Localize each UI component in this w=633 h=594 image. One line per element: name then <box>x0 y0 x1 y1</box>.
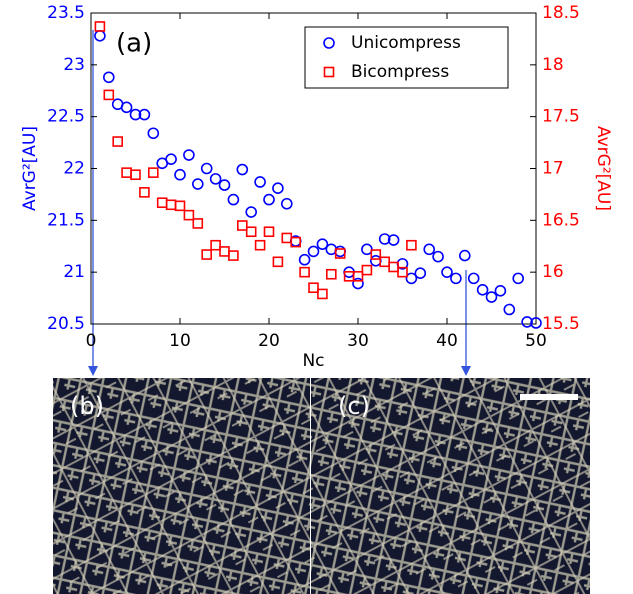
y2-axis-label: AvrG²[AU] <box>593 126 613 211</box>
marker-square <box>104 90 113 99</box>
marker-circle <box>264 195 274 205</box>
marker-circle <box>237 165 247 175</box>
marker-circle <box>255 177 265 187</box>
marker-circle <box>220 180 230 190</box>
marker-circle <box>282 199 292 209</box>
panel-label: (b) <box>70 392 104 420</box>
marker-square <box>256 241 265 250</box>
y2-tick-label: 15.5 <box>542 314 580 334</box>
marker-circle <box>433 252 443 262</box>
marker-square <box>184 211 193 220</box>
marker-square <box>407 241 416 250</box>
marker-square <box>318 289 327 298</box>
y2-tick-label: 17.5 <box>542 107 580 127</box>
y-tick-label: 22 <box>63 159 85 179</box>
marker-circle <box>246 207 256 217</box>
marker-square <box>193 219 202 228</box>
marker-circle <box>309 246 319 256</box>
legend-label: Bicompress <box>351 62 449 82</box>
marker-circle <box>513 273 523 283</box>
marker-circle <box>371 256 381 266</box>
marker-circle <box>362 244 372 254</box>
marker-square <box>202 250 211 259</box>
marker-circle <box>495 286 505 296</box>
marker-square <box>309 283 318 292</box>
y-tick-label: 21 <box>63 262 85 282</box>
marker-circle <box>104 72 114 82</box>
marker-square <box>362 266 371 275</box>
y2-tick-label: 16.5 <box>542 210 580 230</box>
marker-circle <box>487 292 497 302</box>
marker-circle <box>95 31 105 41</box>
marker-square <box>229 251 238 260</box>
y-tick-label: 21.5 <box>47 210 85 230</box>
marker-circle <box>415 268 425 278</box>
y2-tick-label: 16 <box>542 262 564 282</box>
marker-square <box>211 241 220 250</box>
marker-circle <box>193 179 203 189</box>
marker-circle <box>469 273 479 283</box>
x-tick-label: 30 <box>347 331 369 351</box>
y-tick-label: 23 <box>63 55 85 75</box>
annotation: (a) <box>116 29 152 59</box>
marker-square <box>265 227 274 236</box>
y2-tick-label: 17 <box>542 159 564 179</box>
y-tick-label: 22.5 <box>47 107 85 127</box>
marker-circle <box>202 164 212 174</box>
marker-circle <box>504 304 514 314</box>
legend-label: Unicompress <box>351 33 461 53</box>
scale-bar <box>520 394 578 400</box>
x-tick-label: 50 <box>525 331 547 351</box>
marker-circle <box>122 102 132 112</box>
x-tick-label: 40 <box>436 331 458 351</box>
marker-circle <box>478 285 488 295</box>
marker-square <box>158 198 167 207</box>
y2-tick-label: 18 <box>542 55 564 75</box>
marker-square <box>122 168 131 177</box>
marker-square <box>176 201 185 210</box>
marker-circle <box>228 195 238 205</box>
marker-square <box>220 247 229 256</box>
marker-square <box>167 200 176 209</box>
x-tick-label: 10 <box>169 331 191 351</box>
marker-circle <box>175 170 185 180</box>
marker-square <box>95 22 104 31</box>
marker-circle <box>273 183 283 193</box>
marker-circle <box>451 273 461 283</box>
y2-tick-label: 18.5 <box>542 3 580 23</box>
panel-label: (c) <box>338 392 370 420</box>
y-axis-label: AvrG²[AU] <box>20 126 40 211</box>
marker-circle <box>166 154 176 164</box>
marker-circle <box>184 150 194 160</box>
marker-square <box>327 270 336 279</box>
marker-square <box>140 188 149 197</box>
marker-circle <box>300 255 310 265</box>
marker-square <box>238 221 247 230</box>
marker-square <box>113 137 122 146</box>
marker-circle <box>424 244 434 254</box>
marker-circle <box>442 267 452 277</box>
figure: (b) (c) 0 10 20 30 40 50 20.5 21 21.5 22 22.5 23 23.… <box>0 0 633 594</box>
marker-square <box>131 170 140 179</box>
marker-square <box>380 257 389 266</box>
marker-circle <box>148 128 158 138</box>
y-tick-label: 23.5 <box>47 3 85 23</box>
marker-square <box>273 257 282 266</box>
marker-circle <box>460 251 470 261</box>
x-tick-label: 0 <box>86 331 97 351</box>
marker-square <box>149 168 158 177</box>
marker-square <box>247 227 256 236</box>
marker-circle <box>211 174 221 184</box>
y-tick-label: 20.5 <box>47 314 85 334</box>
x-tick-label: 20 <box>258 331 280 351</box>
x-axis-label: Nc <box>302 351 324 371</box>
marker-square <box>300 268 309 277</box>
